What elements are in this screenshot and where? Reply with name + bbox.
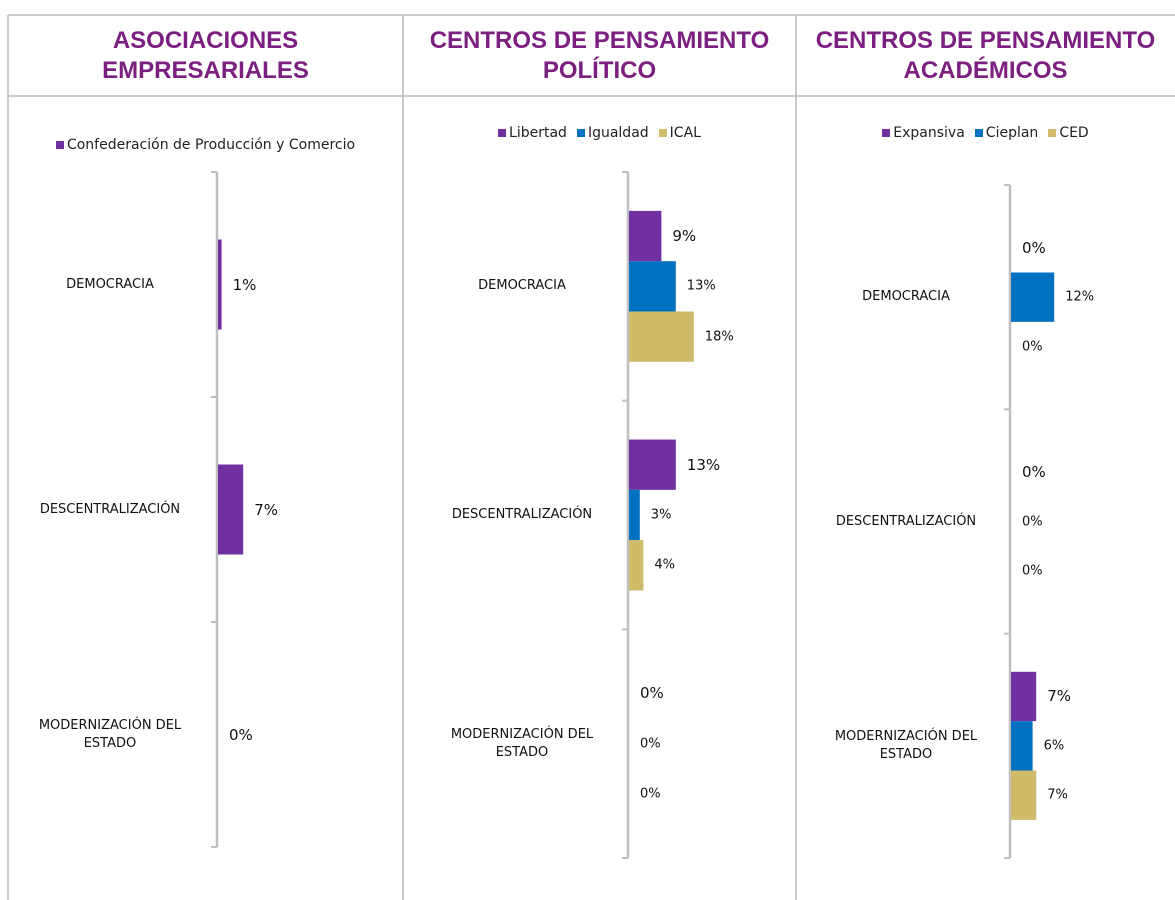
bar [629,311,694,362]
legend-item: Confederación de Producción y Comercio [55,137,356,153]
legend-label: ICAL [669,125,701,141]
panel-header: ASOCIACIONES EMPRESARIALES [8,20,403,92]
bar [629,439,676,490]
legend-item: Igualdad [576,125,649,141]
legend-item: Expansiva [882,125,965,141]
legend-label: Libertad [509,125,567,141]
legend-swatch [974,129,983,137]
legend: Expansiva Cieplan CED [796,123,1175,143]
category-label: DEMOCRACIA [478,278,566,294]
value-label: 7% [1047,687,1071,706]
value-label: 6% [1043,738,1065,754]
legend-label: Expansiva [893,125,965,141]
legend-item: Cieplan [974,125,1039,141]
panel-title: ASOCIACIONES EMPRESARIALES [102,27,309,84]
bar [1011,671,1037,722]
category-label: DESCENTRALIZACIÓN [451,507,593,522]
value-label: 0% [229,725,253,744]
value-label: 0% [640,736,661,752]
legend-swatch [498,129,507,137]
legend-swatch [882,129,891,137]
value-label: 13% [686,278,716,294]
legend-label: Cieplan [985,125,1039,141]
value-label: 13% [686,455,721,474]
legend-label: CED [1059,125,1089,141]
category-label: MODERNIZACIÓN DEL ESTADO [834,728,978,762]
panel-header: CENTROS DE PENSAMIENTO POLÍTICO [403,20,796,92]
legend-swatch [576,129,585,137]
legend-item: CED [1048,125,1089,141]
panel-title: CENTROS DE PENSAMIENTO POLÍTICO [429,27,770,84]
legend-label: Igualdad [587,125,649,141]
bar [629,489,640,541]
value-label: 18% [704,329,734,345]
legend: Libertad Igualdad ICAL [403,123,796,143]
category-label: DEMOCRACIA [66,276,154,292]
panel-header: CENTROS DE PENSAMIENTO ACADÉMICOS [796,20,1175,92]
value-label: 0% [1022,563,1043,579]
bar [629,540,644,591]
legend-item: ICAL [658,125,701,141]
bar [629,261,676,312]
value-label: 0% [1022,339,1043,355]
value-label: 7% [1047,787,1068,803]
value-label: 4% [654,557,676,573]
category-label: DESCENTRALIZACIÓN [39,501,181,517]
category-label: DESCENTRALIZACIÓN [835,513,977,529]
legend-item: Libertad [498,125,567,141]
bar [218,464,244,555]
value-label: 9% [672,227,697,246]
value-label: 1% [232,275,257,294]
category-label: MODERNIZACIÓN DEL ESTADO [38,717,182,751]
bar [1011,272,1055,322]
value-label: 7% [254,500,278,519]
legend-swatch [1048,129,1057,137]
value-label: 3% [650,507,672,523]
bar [218,239,222,330]
value-label: 0% [640,786,661,802]
legend-swatch [55,141,64,149]
value-label: 0% [1022,463,1046,482]
bar [1011,770,1037,820]
value-label: 0% [640,684,664,703]
legend-label: Confederación de Producción y Comercio [66,137,356,153]
value-label: 12% [1065,289,1095,305]
bar [1011,721,1033,771]
legend: Confederación de Producción y Comercio [8,135,403,155]
value-label: 0% [1022,514,1043,529]
bar [629,210,662,262]
category-label: DEMOCRACIA [862,289,950,305]
panel-title: CENTROS DE PENSAMIENTO ACADÉMICOS [815,27,1156,84]
value-label: 0% [1022,238,1046,257]
legend-swatch [658,129,667,137]
category-label: MODERNIZACIÓN DEL ESTADO [450,726,594,760]
